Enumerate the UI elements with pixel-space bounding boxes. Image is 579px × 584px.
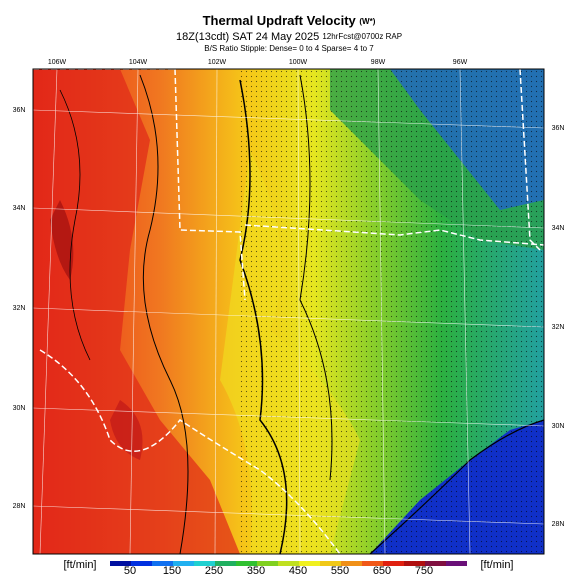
lat-label: 30N — [552, 423, 565, 430]
lon-label: 96W — [453, 59, 468, 66]
colorbar-tick: 550 — [331, 565, 349, 577]
lon-label: 98W — [371, 59, 386, 66]
colorbar-swatch — [425, 561, 446, 566]
colorbar-tick: 350 — [247, 565, 265, 577]
colorbar-tick: 650 — [373, 565, 391, 577]
subtitle: 18Z(13cdt) SAT 24 May 2025 12hrFcst@0700… — [176, 31, 402, 43]
colorbar-swatch — [446, 561, 467, 566]
colorbar-swatch — [404, 561, 425, 566]
colorbar-swatch — [194, 561, 215, 566]
colorbar-swatch — [362, 561, 383, 566]
colorbar-swatch — [278, 561, 299, 566]
lat-label: 28N — [13, 503, 26, 510]
lat-label: 30N — [13, 405, 26, 412]
colorbar-tick: 250 — [205, 565, 223, 577]
map-frame — [32, 68, 545, 555]
colorbar-tick: 750 — [415, 565, 433, 577]
lon-label: 102W — [208, 59, 227, 66]
lon-label: 104W — [129, 59, 148, 66]
lat-label: 28N — [552, 521, 565, 528]
colorbar-swatch — [131, 561, 152, 566]
colorbar-swatch — [173, 561, 194, 566]
lat-label: 32N — [13, 305, 26, 312]
colorbar-swatch — [215, 561, 236, 566]
colorbar-swatch — [236, 561, 257, 566]
lat-label: 36N — [13, 107, 26, 114]
colorbar: [ft/min] [ft/min] 50 150 250 350 450 550 650 750 — [63, 559, 513, 577]
colorbar-unit: [ft/min] — [480, 559, 513, 571]
map-labels: 106W 104W 102W 100W 98W 96W 36N 34N 32N 30N 28N 36N… — [13, 59, 565, 528]
title: Thermal Updraft Velocity (W*) — [203, 13, 376, 28]
lon-label: 106W — [48, 59, 67, 66]
lat-label: 36N — [552, 125, 565, 132]
map-field — [33, 69, 544, 554]
colorbar-swatch — [257, 561, 278, 566]
colorbar-swatch — [299, 561, 320, 566]
colorbar-swatch — [383, 561, 404, 566]
lat-label: 34N — [552, 225, 565, 232]
lat-label: 34N — [13, 205, 26, 212]
colorbar-tick: 50 — [124, 565, 136, 577]
colorbar-swatch — [110, 561, 131, 566]
colorbar-tick: 150 — [163, 565, 181, 577]
colorbar-swatch — [341, 561, 362, 566]
stipple-note: B/S Ratio Stipple: Dense= 0 to 4 Sparse=… — [204, 44, 374, 53]
colorbar-swatch — [152, 561, 173, 566]
colorbar-unit: [ft/min] — [63, 559, 96, 571]
colorbar-tick: 450 — [289, 565, 307, 577]
lon-label: 100W — [289, 59, 308, 66]
lat-label: 32N — [552, 324, 565, 331]
colorbar-swatch — [320, 561, 341, 566]
